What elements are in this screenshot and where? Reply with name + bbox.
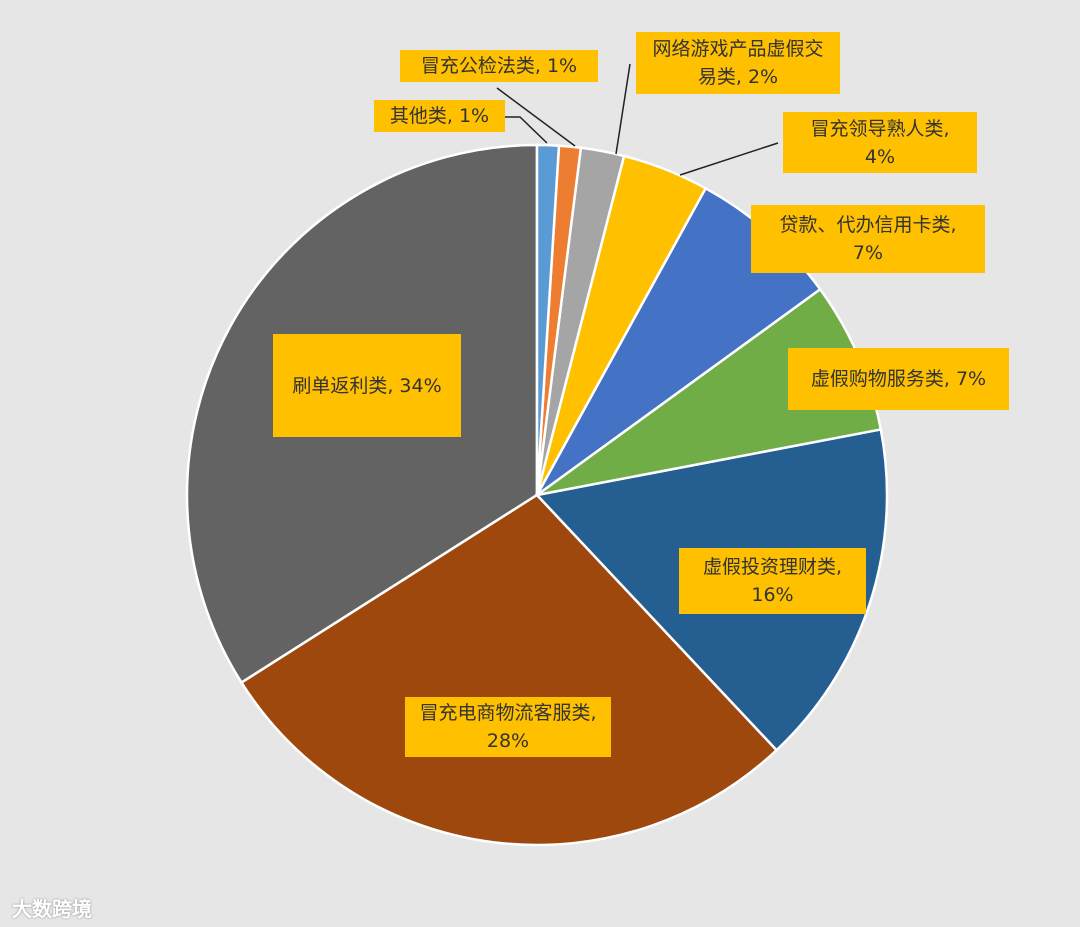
data-label: 刷单返利类, 34%: [273, 334, 461, 437]
leader-line: [679, 142, 779, 176]
watermark: 大数跨境: [12, 897, 92, 921]
data-label: 虚假投资理财类, 16%: [679, 548, 866, 614]
pie-slice: [535, 143, 561, 496]
leader-line: [496, 87, 576, 147]
data-label: 贷款、代办信用卡类, 7%: [751, 205, 985, 273]
data-label: 冒充领导熟人类, 4%: [783, 112, 977, 173]
pie-slice: [239, 493, 779, 847]
data-label: 其他类, 1%: [374, 100, 505, 132]
data-label: 冒充公检法类, 1%: [400, 50, 598, 82]
data-label: 网络游戏产品虚假交易类, 2%: [636, 32, 840, 94]
data-label: 冒充电商物流客服类, 28%: [405, 697, 611, 757]
leader-line: [505, 116, 548, 144]
leader-line: [615, 63, 631, 155]
data-label: 虚假购物服务类, 7%: [788, 348, 1009, 410]
